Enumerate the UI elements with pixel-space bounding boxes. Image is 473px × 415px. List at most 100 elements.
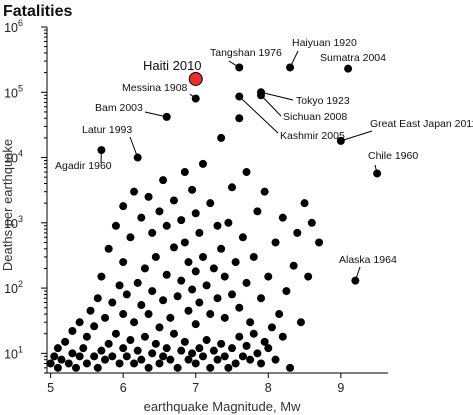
data-point xyxy=(144,192,153,201)
x-tick-label: 5 xyxy=(47,381,54,395)
data-point xyxy=(278,332,287,341)
annotation-label: Haiyuan 1920 xyxy=(292,37,357,49)
y-tick-label: 105 xyxy=(4,83,23,100)
data-point xyxy=(115,281,124,290)
data-point xyxy=(217,133,226,142)
data-point xyxy=(162,270,171,279)
data-point xyxy=(249,329,258,338)
data-point xyxy=(191,359,200,368)
data-point xyxy=(177,216,186,225)
data-point xyxy=(169,243,178,252)
data-point xyxy=(166,313,175,322)
data-point xyxy=(111,221,120,230)
data-point xyxy=(304,272,313,281)
data-point xyxy=(191,209,200,218)
data-point xyxy=(137,301,146,310)
data-point xyxy=(267,323,276,332)
data-point xyxy=(198,352,207,361)
annotation-leader xyxy=(144,111,167,118)
annotation-label: Tokyo 1923 xyxy=(296,95,350,107)
data-point xyxy=(231,359,240,368)
data-point xyxy=(206,310,215,319)
data-point xyxy=(242,341,251,350)
data-point xyxy=(137,213,146,222)
data-points xyxy=(46,63,382,372)
data-point xyxy=(260,337,269,346)
annotation-label: Kashmir 2005 xyxy=(280,130,345,142)
data-point xyxy=(253,207,262,216)
annotation-leader xyxy=(238,96,279,134)
data-point xyxy=(72,363,81,372)
data-point xyxy=(159,352,168,361)
annotation-leader xyxy=(260,94,282,117)
data-point xyxy=(75,352,84,361)
data-point xyxy=(228,344,237,353)
data-point xyxy=(64,359,73,368)
data-point xyxy=(68,327,77,336)
data-point xyxy=(209,264,218,273)
annotation-leader xyxy=(228,60,240,68)
data-point xyxy=(188,185,197,194)
data-point xyxy=(191,267,200,276)
data-point xyxy=(155,359,164,368)
data-point xyxy=(307,218,316,227)
data-point xyxy=(122,290,131,299)
data-point xyxy=(293,228,302,237)
annotation-label: Latur 1993 xyxy=(82,124,132,136)
highlight-point xyxy=(188,71,203,86)
data-point xyxy=(53,363,62,372)
data-point xyxy=(173,363,182,372)
data-point xyxy=(242,168,251,177)
data-point xyxy=(159,176,168,185)
data-point xyxy=(101,313,110,322)
data-point xyxy=(50,352,59,361)
data-point xyxy=(148,287,157,296)
data-point xyxy=(162,344,171,353)
annotation-leader xyxy=(289,50,299,68)
data-point xyxy=(257,294,266,303)
data-point xyxy=(228,290,237,299)
data-point xyxy=(195,298,204,307)
data-point xyxy=(300,199,309,208)
data-point xyxy=(159,296,168,305)
data-point xyxy=(217,339,226,348)
data-point xyxy=(224,218,233,227)
data-point xyxy=(144,310,153,319)
data-point xyxy=(111,329,120,338)
data-point xyxy=(220,272,229,281)
annotation-label: Messina 1908 xyxy=(122,82,188,94)
annotation-leader xyxy=(354,266,361,281)
data-point xyxy=(90,322,99,331)
data-point xyxy=(101,355,110,364)
data-point xyxy=(180,238,189,247)
data-point xyxy=(188,285,197,294)
annotation-leader xyxy=(374,164,378,174)
annotation-label: Alaska 1964 xyxy=(339,254,397,266)
data-point xyxy=(198,252,207,261)
data-point xyxy=(82,359,91,368)
data-point xyxy=(286,363,295,372)
data-point xyxy=(130,187,139,196)
data-point xyxy=(238,233,247,242)
data-point xyxy=(282,287,291,296)
data-point xyxy=(140,264,149,273)
data-point xyxy=(79,344,88,353)
data-point xyxy=(93,294,102,303)
data-point xyxy=(213,355,222,364)
data-point xyxy=(104,339,113,348)
data-point xyxy=(184,258,193,267)
data-point xyxy=(155,207,164,216)
data-point xyxy=(249,252,258,261)
data-point xyxy=(169,196,178,205)
data-point xyxy=(162,221,171,230)
data-point xyxy=(206,199,215,208)
plot-frame xyxy=(46,27,388,374)
data-point xyxy=(264,272,273,281)
annotation-label: Chile 1960 xyxy=(368,150,418,162)
data-point xyxy=(180,337,189,346)
data-point xyxy=(133,346,142,355)
data-point xyxy=(296,318,305,327)
data-point xyxy=(137,355,146,364)
data-point xyxy=(151,252,160,261)
data-point xyxy=(235,114,244,123)
